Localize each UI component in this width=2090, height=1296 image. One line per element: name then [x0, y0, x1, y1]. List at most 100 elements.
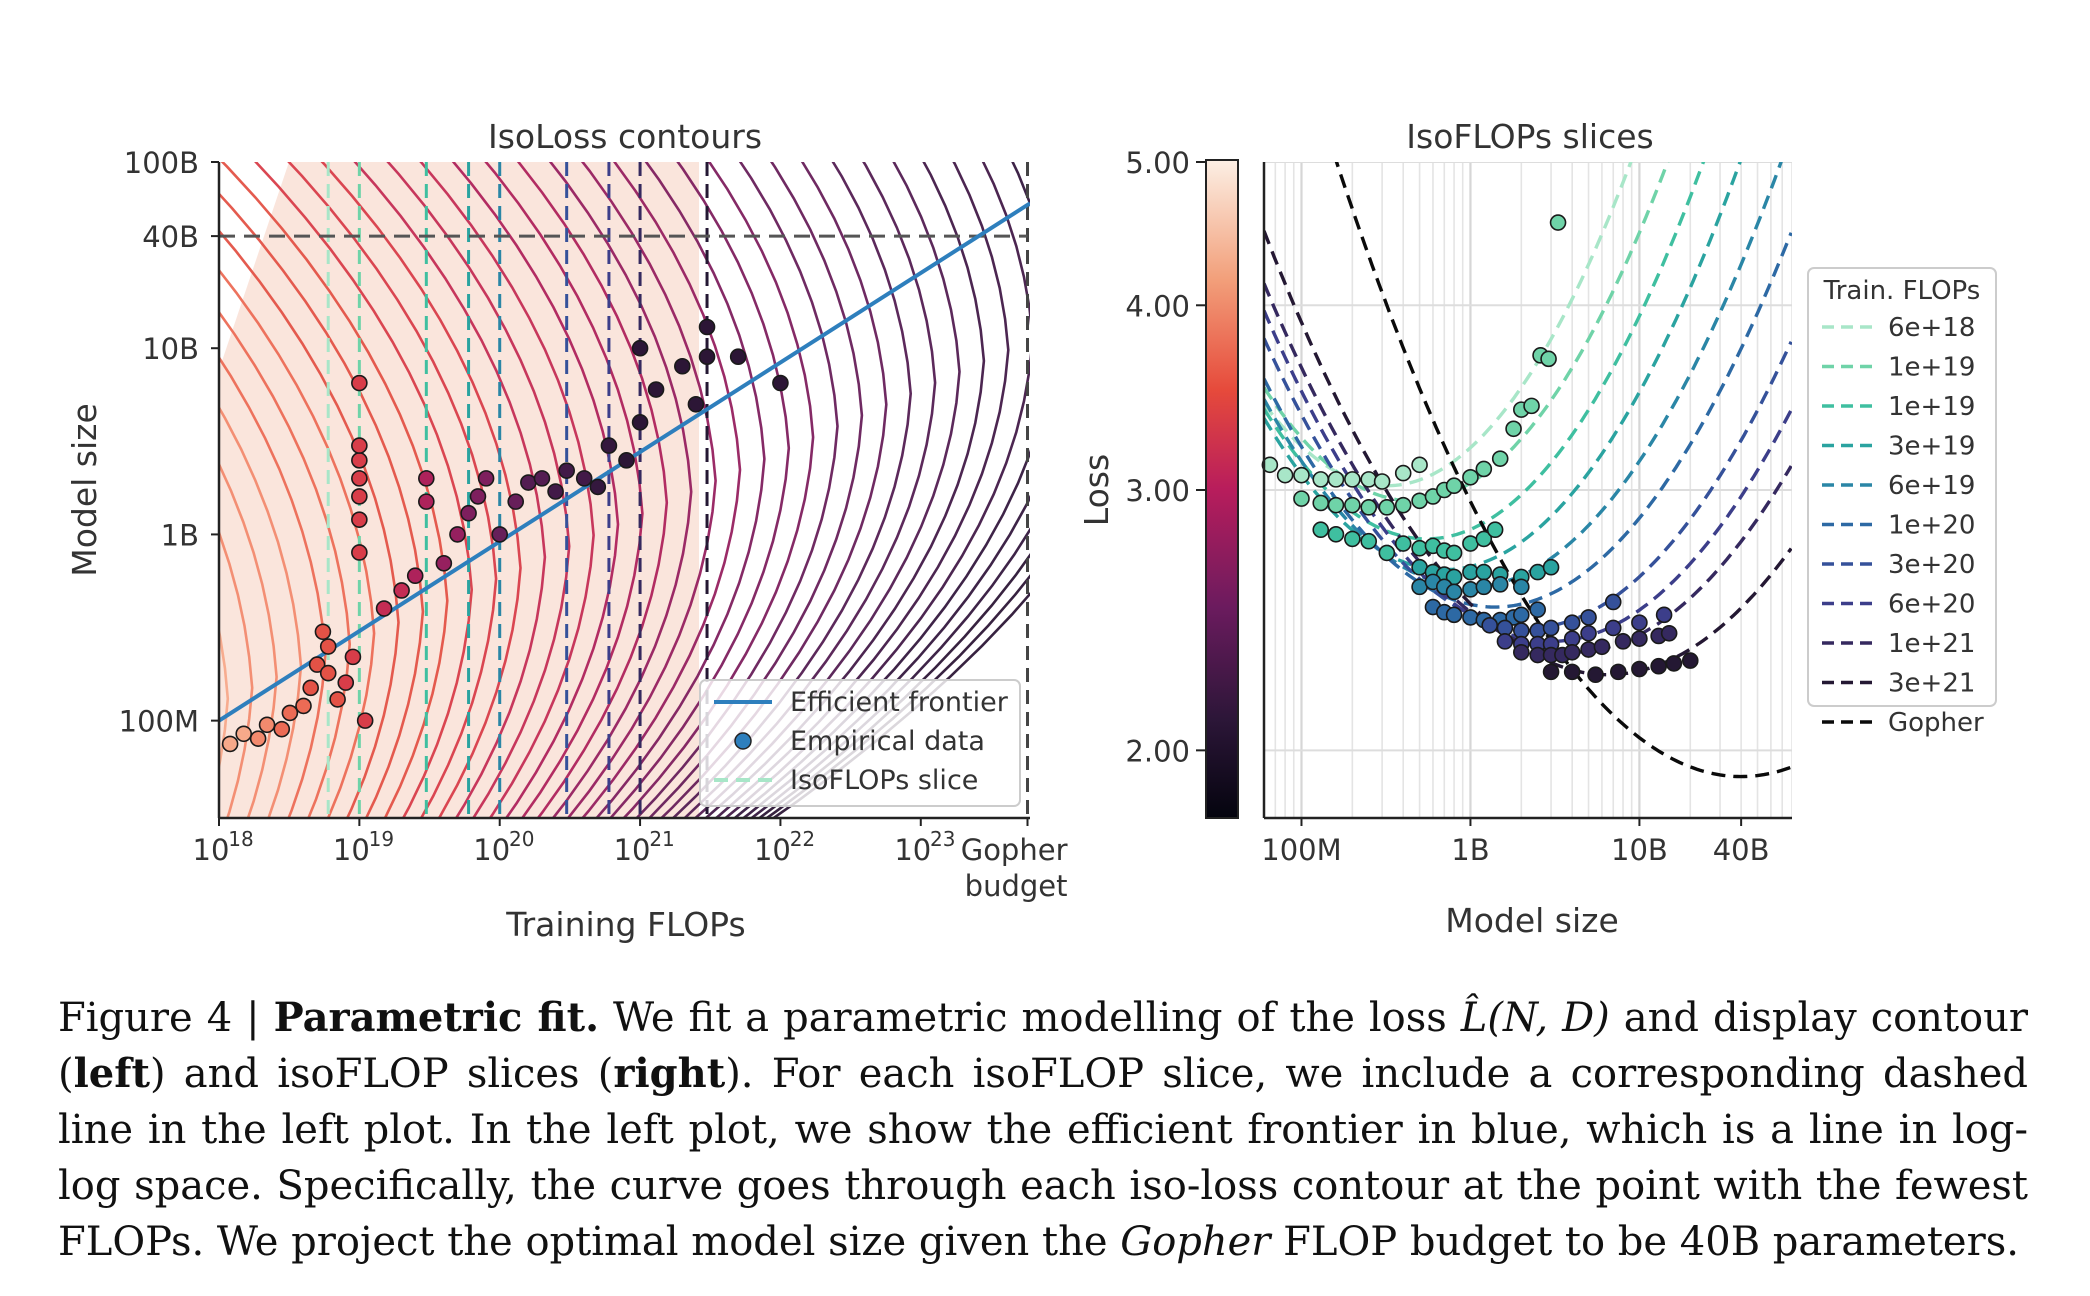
left-axes — [217, 162, 1030, 820]
isoflop-point — [1513, 643, 1530, 661]
isoflop-curve — [1264, 230, 1792, 677]
isoflop-point — [1462, 468, 1479, 486]
isoflop-point — [1276, 466, 1294, 484]
x-tick-label: 10 — [614, 833, 651, 867]
isoloss-contour — [220, 162, 449, 818]
right-chart-title: IsoFLOPs slices — [1406, 117, 1653, 156]
left-x-axis-label: Training FLOPs — [505, 905, 745, 944]
empirical-point — [319, 664, 337, 682]
contour-background — [219, 162, 699, 818]
x-tick-exponent: 23 — [930, 827, 955, 851]
isoflop-point — [1378, 499, 1396, 516]
y-tick-label: 1B — [161, 518, 199, 552]
isoflop-point — [1513, 578, 1530, 596]
caption-title: Parametric fit. — [273, 994, 600, 1041]
empirical-point — [418, 493, 435, 510]
empirical-point — [308, 656, 326, 673]
isoloss-contour — [634, 162, 839, 818]
isoloss-contour — [548, 162, 693, 818]
isoloss-contour — [419, 162, 595, 818]
isoflop-point — [1580, 624, 1597, 642]
empirical-point — [631, 339, 649, 357]
gopher-tick-label: budget — [965, 869, 1068, 903]
empirical-point — [344, 648, 362, 666]
empirical-point — [674, 357, 691, 375]
isoloss-contour — [219, 191, 425, 818]
isoflop-point — [1631, 660, 1648, 678]
empirical-point — [337, 674, 355, 691]
empirical-point — [547, 483, 564, 500]
legend-frontier-label: Efficient frontier — [790, 687, 1009, 718]
empirical-point — [418, 470, 435, 487]
isoflop-point — [1681, 652, 1699, 669]
empirical-point — [687, 395, 705, 413]
isoflop-point — [1523, 397, 1540, 415]
isoflop-point — [1462, 581, 1479, 598]
isoloss-contour — [580, 162, 742, 818]
empirical-point — [698, 318, 716, 336]
empirical-point — [575, 470, 593, 487]
empirical-point — [375, 600, 393, 617]
isoloss-contour — [386, 162, 571, 818]
isoloss-contour — [320, 162, 522, 818]
x-tick-label: 100M — [1261, 833, 1341, 867]
isoflop-point — [1327, 526, 1345, 543]
caption-gopher: Gopher — [1120, 1219, 1271, 1265]
empirical-point — [460, 504, 477, 522]
isoflop-point — [1327, 496, 1345, 514]
empirical-point — [295, 697, 312, 715]
isoflop-point — [1660, 624, 1678, 642]
isoflop-point — [1344, 530, 1361, 548]
isoflop-point — [1580, 641, 1597, 658]
legend-entry-label: 3e+19 — [1888, 432, 1975, 462]
isoflop-point — [1563, 630, 1581, 647]
right-x-axis-label: Model size — [1445, 901, 1619, 940]
isoflop-point — [1491, 576, 1509, 593]
isoflop-point — [1360, 532, 1378, 550]
gopher-tick-label: Gopher — [961, 833, 1068, 867]
empirical-point — [533, 470, 551, 487]
legend-entry-label: 1e+20 — [1888, 511, 1975, 541]
empirical-point — [558, 462, 575, 479]
empirical-point — [249, 730, 267, 747]
x-tick-exponent: 22 — [790, 827, 815, 851]
legend-entry-label: 3e+21 — [1888, 669, 1975, 699]
x-tick-label: 10B — [1611, 833, 1668, 867]
y-tick-label: 10B — [142, 332, 199, 366]
isoflop-point — [1491, 450, 1509, 467]
isoloss-contour — [608, 162, 791, 818]
empirical-data-points — [221, 318, 789, 753]
empirical-point — [351, 374, 368, 392]
isoflop-point — [1327, 471, 1345, 488]
right-axes — [1262, 162, 1792, 820]
isoflop-point — [1445, 583, 1463, 601]
isoflop-curve — [1264, 309, 1792, 644]
isoflop-point — [1293, 490, 1310, 507]
empirical-point — [351, 511, 368, 528]
isoflop-point — [1411, 539, 1428, 557]
isoflop-point — [1587, 666, 1604, 684]
x-tick-exponent: 21 — [649, 827, 674, 851]
y-tick-label: 5.00 — [1125, 146, 1190, 180]
x-tick-label: 10 — [894, 833, 931, 867]
isoloss-contour — [353, 162, 547, 818]
legend-entry-label: 1e+19 — [1888, 353, 1975, 383]
isoflop-point — [1563, 614, 1581, 631]
isoflop-point — [1481, 617, 1498, 634]
isoflop-point — [1312, 521, 1330, 539]
isoflop-point — [1312, 494, 1330, 512]
left-y-tick-labels: 100M 1B 10B 40B 100B — [119, 146, 219, 739]
legend-title: Train. FLOPs — [1823, 276, 1981, 306]
isoflop-point — [1513, 606, 1530, 624]
isoflop-point — [1394, 535, 1412, 552]
isoflop-curve — [1264, 162, 1706, 541]
isoflop-point — [1540, 350, 1557, 368]
left-legend: Efficient frontier Empirical data IsoFLO… — [699, 679, 1021, 807]
isoflop-point — [1542, 619, 1560, 637]
isoflop-point — [1631, 630, 1648, 647]
x-tick-label: 10 — [333, 833, 370, 867]
isoflop-point — [1344, 496, 1361, 514]
empirical-point — [258, 716, 276, 734]
empirical-point — [520, 474, 537, 491]
figure-caption: Figure 4 | Parametric fit. We fit a para… — [58, 990, 2028, 1270]
